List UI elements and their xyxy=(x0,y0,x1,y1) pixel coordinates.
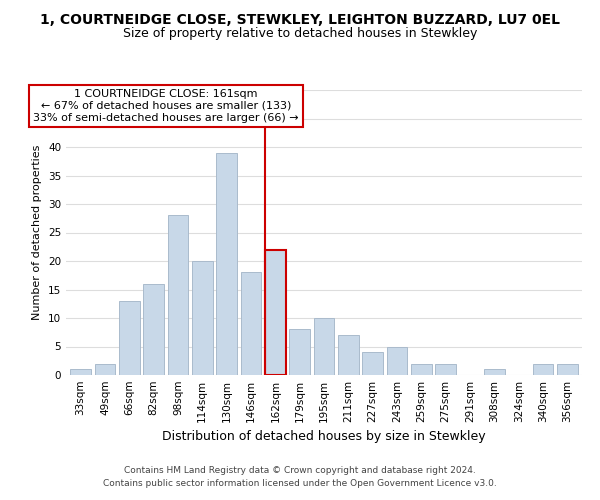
Bar xyxy=(314,318,334,375)
Bar xyxy=(216,152,237,375)
Bar xyxy=(70,370,91,375)
Bar xyxy=(265,250,286,375)
Bar xyxy=(143,284,164,375)
Text: Size of property relative to detached houses in Stewkley: Size of property relative to detached ho… xyxy=(123,28,477,40)
Bar xyxy=(386,346,407,375)
Text: 1, COURTNEIDGE CLOSE, STEWKLEY, LEIGHTON BUZZARD, LU7 0EL: 1, COURTNEIDGE CLOSE, STEWKLEY, LEIGHTON… xyxy=(40,12,560,26)
Bar xyxy=(557,364,578,375)
Bar xyxy=(241,272,262,375)
Bar xyxy=(484,370,505,375)
X-axis label: Distribution of detached houses by size in Stewkley: Distribution of detached houses by size … xyxy=(162,430,486,444)
Bar xyxy=(362,352,383,375)
Bar xyxy=(192,261,212,375)
Text: Contains HM Land Registry data © Crown copyright and database right 2024.
Contai: Contains HM Land Registry data © Crown c… xyxy=(103,466,497,487)
Bar xyxy=(289,330,310,375)
Text: 1 COURTNEIDGE CLOSE: 161sqm
← 67% of detached houses are smaller (133)
33% of se: 1 COURTNEIDGE CLOSE: 161sqm ← 67% of det… xyxy=(33,90,299,122)
Bar xyxy=(95,364,115,375)
Bar xyxy=(533,364,553,375)
Bar xyxy=(167,216,188,375)
Bar xyxy=(119,301,140,375)
Y-axis label: Number of detached properties: Number of detached properties xyxy=(32,145,43,320)
Bar xyxy=(338,335,359,375)
Bar xyxy=(411,364,432,375)
Bar xyxy=(436,364,456,375)
